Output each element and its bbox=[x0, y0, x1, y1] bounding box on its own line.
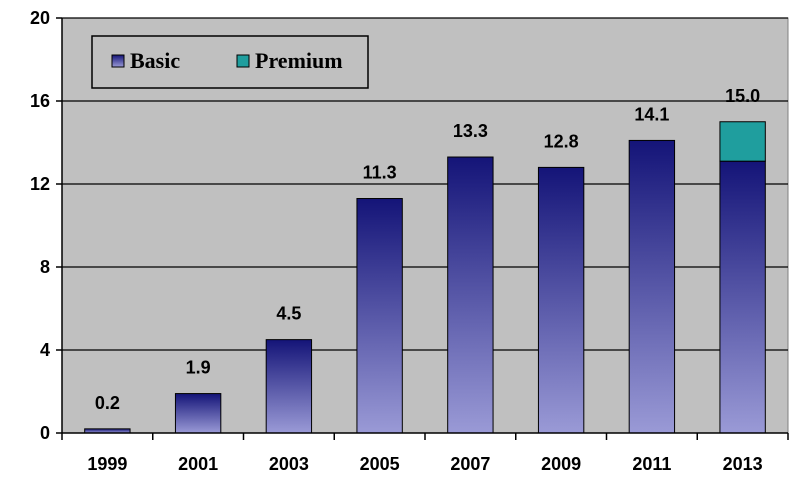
bar-basic-2013 bbox=[719, 160, 766, 434]
x-tick-label: 2011 bbox=[632, 454, 671, 474]
x-tick-label: 2005 bbox=[360, 454, 400, 474]
data-label-2003: 4.5 bbox=[276, 304, 301, 324]
y-tick-label: 12 bbox=[30, 174, 50, 194]
data-label-2009: 12.8 bbox=[544, 131, 579, 151]
bar-basic-2009 bbox=[537, 166, 585, 434]
bar-basic-2003 bbox=[265, 339, 313, 434]
y-axis-ticks: 0 4 8 12 16 20 bbox=[30, 8, 50, 443]
x-tick-label: 2009 bbox=[541, 454, 581, 474]
legend-box bbox=[91, 35, 369, 89]
y-tick-label: 8 bbox=[40, 257, 50, 277]
data-label-2013: 15.0 bbox=[725, 86, 760, 106]
bar-premium-2013 bbox=[719, 121, 766, 162]
y-tick-label: 0 bbox=[40, 423, 50, 443]
y-tick-label: 16 bbox=[30, 91, 50, 111]
data-label-2007: 13.3 bbox=[453, 121, 488, 141]
x-axis-ticks: 1999 2001 2003 2005 2007 2009 2011 2013 bbox=[87, 454, 762, 474]
bar-basic-2007 bbox=[447, 156, 494, 434]
x-tick-label: 2007 bbox=[450, 454, 490, 474]
data-labels: 0.2 1.9 4.5 11.3 13.3 12.8 14.1 15.0 bbox=[95, 86, 760, 413]
y-tick-label: 20 bbox=[30, 8, 50, 28]
legend-label-basic: Basic bbox=[130, 48, 180, 73]
legend-label-premium: Premium bbox=[255, 48, 343, 73]
x-tick-label: 2001 bbox=[178, 454, 218, 474]
data-label-2005: 11.3 bbox=[363, 163, 397, 183]
bar-basic-2011 bbox=[628, 139, 676, 434]
x-tick-label: 1999 bbox=[87, 454, 127, 474]
x-tick-label: 2013 bbox=[723, 454, 763, 474]
y-tick-label: 4 bbox=[40, 340, 50, 360]
x-tick-label: 2003 bbox=[269, 454, 309, 474]
legend-swatch-premium bbox=[236, 54, 250, 68]
data-label-2001: 1.9 bbox=[186, 358, 211, 378]
legend-swatch-basic bbox=[111, 54, 125, 68]
axes bbox=[56, 17, 789, 440]
data-label-1999: 0.2 bbox=[95, 393, 120, 413]
legend: Basic Premium bbox=[91, 35, 369, 89]
bar-basic-2005 bbox=[356, 198, 403, 434]
bars bbox=[84, 121, 766, 434]
data-label-2011: 14.1 bbox=[634, 104, 669, 124]
bar-basic-2001 bbox=[174, 393, 222, 434]
